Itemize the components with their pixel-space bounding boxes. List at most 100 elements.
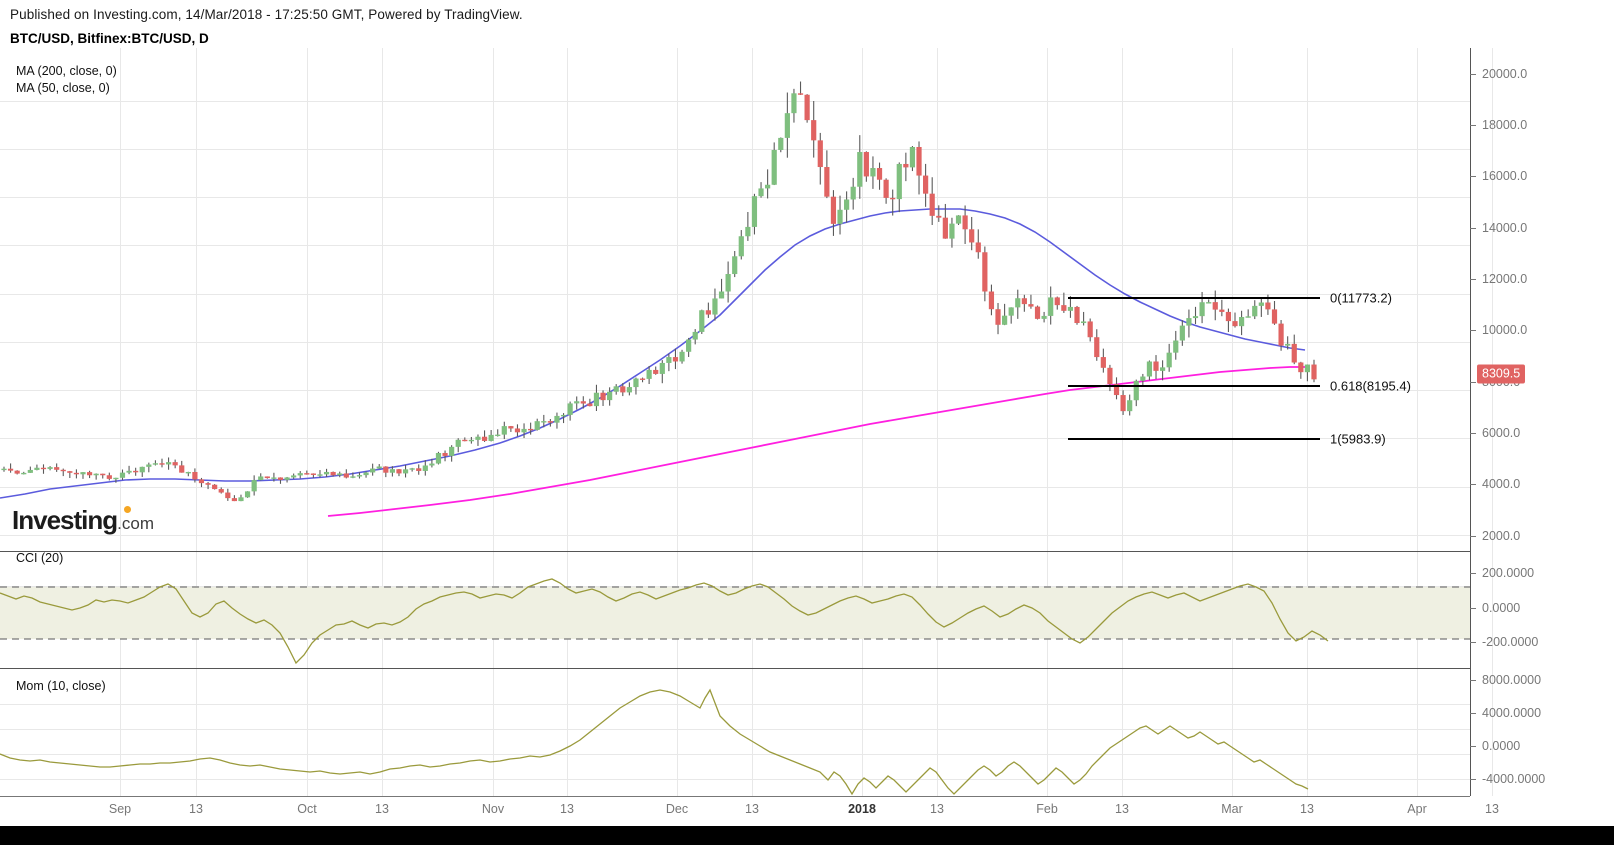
candle-body [1199,302,1205,317]
candle-body [1080,321,1087,324]
candle-body [936,215,942,218]
axis-label: 20000.0 [1482,66,1528,81]
candle-body [449,446,455,456]
candle-body [725,274,731,292]
candle-body [152,463,159,465]
candle-body [824,167,830,197]
candle-body [857,152,863,187]
candle-body [218,489,224,493]
candle-body [416,468,422,471]
candle-body [67,471,73,473]
candle-body [350,476,356,478]
time-axis-label: Oct [297,802,317,816]
candle-body [47,467,53,469]
candle-body [797,93,804,95]
candle-body [1008,307,1014,316]
candle-body [1087,321,1093,338]
candle-body [534,421,540,430]
candle-body [1265,302,1271,310]
axis-label: 14000.0 [1482,220,1528,235]
fib-line-0 [1068,297,1320,299]
cci-pane [0,578,1470,665]
candle-body [837,209,843,224]
candle-body [106,475,112,479]
axis-label: 18000.0 [1482,117,1528,132]
candle-body [291,475,297,478]
candle-body [778,137,784,150]
candle-body [876,168,883,180]
candle-body [942,217,948,239]
candle-body [60,469,66,472]
candle-body [1258,302,1264,306]
candle-body [179,465,185,473]
candle-body [225,492,231,499]
axis-label: -4000.0000 [1482,772,1546,787]
candle-body [903,163,909,168]
fib-label-0: 0(11773.2) [1330,290,1392,306]
candle-body [271,477,277,479]
time-axis-label: Nov [481,802,505,816]
candle-body [949,223,955,239]
candle-body [1212,302,1218,310]
watermark-suffix: .com [117,514,154,533]
candle-body [1015,298,1021,308]
time-axis-label: Dec [665,802,689,816]
candle-body [317,474,323,476]
candle-body [402,469,409,474]
pane-separator-cci-mom [0,668,1470,669]
candle-body [666,357,672,363]
candle-body [745,226,751,237]
candle-body [554,415,560,423]
candle-body [514,428,521,433]
candle-body [172,462,178,466]
candle-body [1206,302,1212,304]
legend-cci: CCI (20) [16,551,64,565]
candle-body [955,215,962,224]
candle-body [1074,306,1080,324]
candle-body [975,242,981,253]
ma50-line [0,208,1306,499]
watermark-dot-icon [124,506,131,513]
candle-body [363,472,369,476]
candle-body [653,369,659,374]
axis-label: 0.0000 [1482,739,1521,754]
candle-body [139,466,145,473]
candle-body [1173,340,1179,353]
axis-tick [1470,746,1476,747]
candle-body [1179,325,1185,341]
candle-body [1192,316,1199,319]
candle-body [297,473,303,476]
candle-body [1166,352,1172,368]
axis-tick [1470,779,1476,780]
axis-tick [1470,330,1476,331]
candle-body [146,464,152,467]
candle-body [547,421,553,423]
pane-separator-price-cci [0,551,1470,552]
candle-body [119,472,126,478]
candle-body [1120,395,1126,412]
candle-body [27,469,33,473]
candle-body [376,466,382,469]
candle-body [686,339,692,352]
time-axis-label: 13 [189,802,203,816]
axis-label: 4000.0000 [1482,706,1542,721]
bottom-black-bar [0,826,1614,845]
candle-body [1238,317,1245,327]
candle-body [159,463,165,465]
candle-body [1094,337,1100,358]
candle-body [21,472,27,475]
fib-line-0618 [1068,385,1320,387]
candle-body [791,93,797,114]
candle-body [429,463,435,466]
candle-body [310,473,316,475]
candle-body [80,472,86,475]
axis-label: 6000.0 [1482,425,1521,440]
candle-body [356,475,363,477]
candle-body [811,120,817,141]
candle-body [1225,311,1232,322]
candle-body [475,436,481,440]
candle-body [1298,362,1304,373]
symbol-title: BTC/USD, Bitfinex:BTC/USD, D [10,31,209,46]
